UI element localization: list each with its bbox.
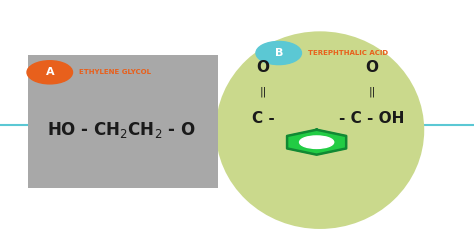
Text: - C - OH: - C - OH bbox=[339, 111, 405, 126]
Ellipse shape bbox=[300, 136, 334, 148]
Ellipse shape bbox=[216, 31, 424, 229]
Text: C -: C - bbox=[252, 111, 274, 126]
Text: TEREPHTHALIC ACID: TEREPHTHALIC ACID bbox=[308, 50, 388, 56]
Text: O: O bbox=[365, 60, 379, 75]
Text: ||: || bbox=[368, 86, 376, 97]
Text: ||: || bbox=[259, 86, 267, 97]
Text: A: A bbox=[46, 67, 54, 77]
Text: HO - CH$_2$CH$_2$ - O: HO - CH$_2$CH$_2$ - O bbox=[47, 120, 196, 140]
Polygon shape bbox=[287, 130, 346, 155]
Text: O: O bbox=[256, 60, 270, 75]
Text: ETHYLENE GLYCOL: ETHYLENE GLYCOL bbox=[79, 69, 151, 75]
FancyBboxPatch shape bbox=[28, 55, 218, 188]
Circle shape bbox=[27, 61, 73, 84]
Circle shape bbox=[256, 41, 301, 65]
Text: B: B bbox=[274, 48, 283, 58]
